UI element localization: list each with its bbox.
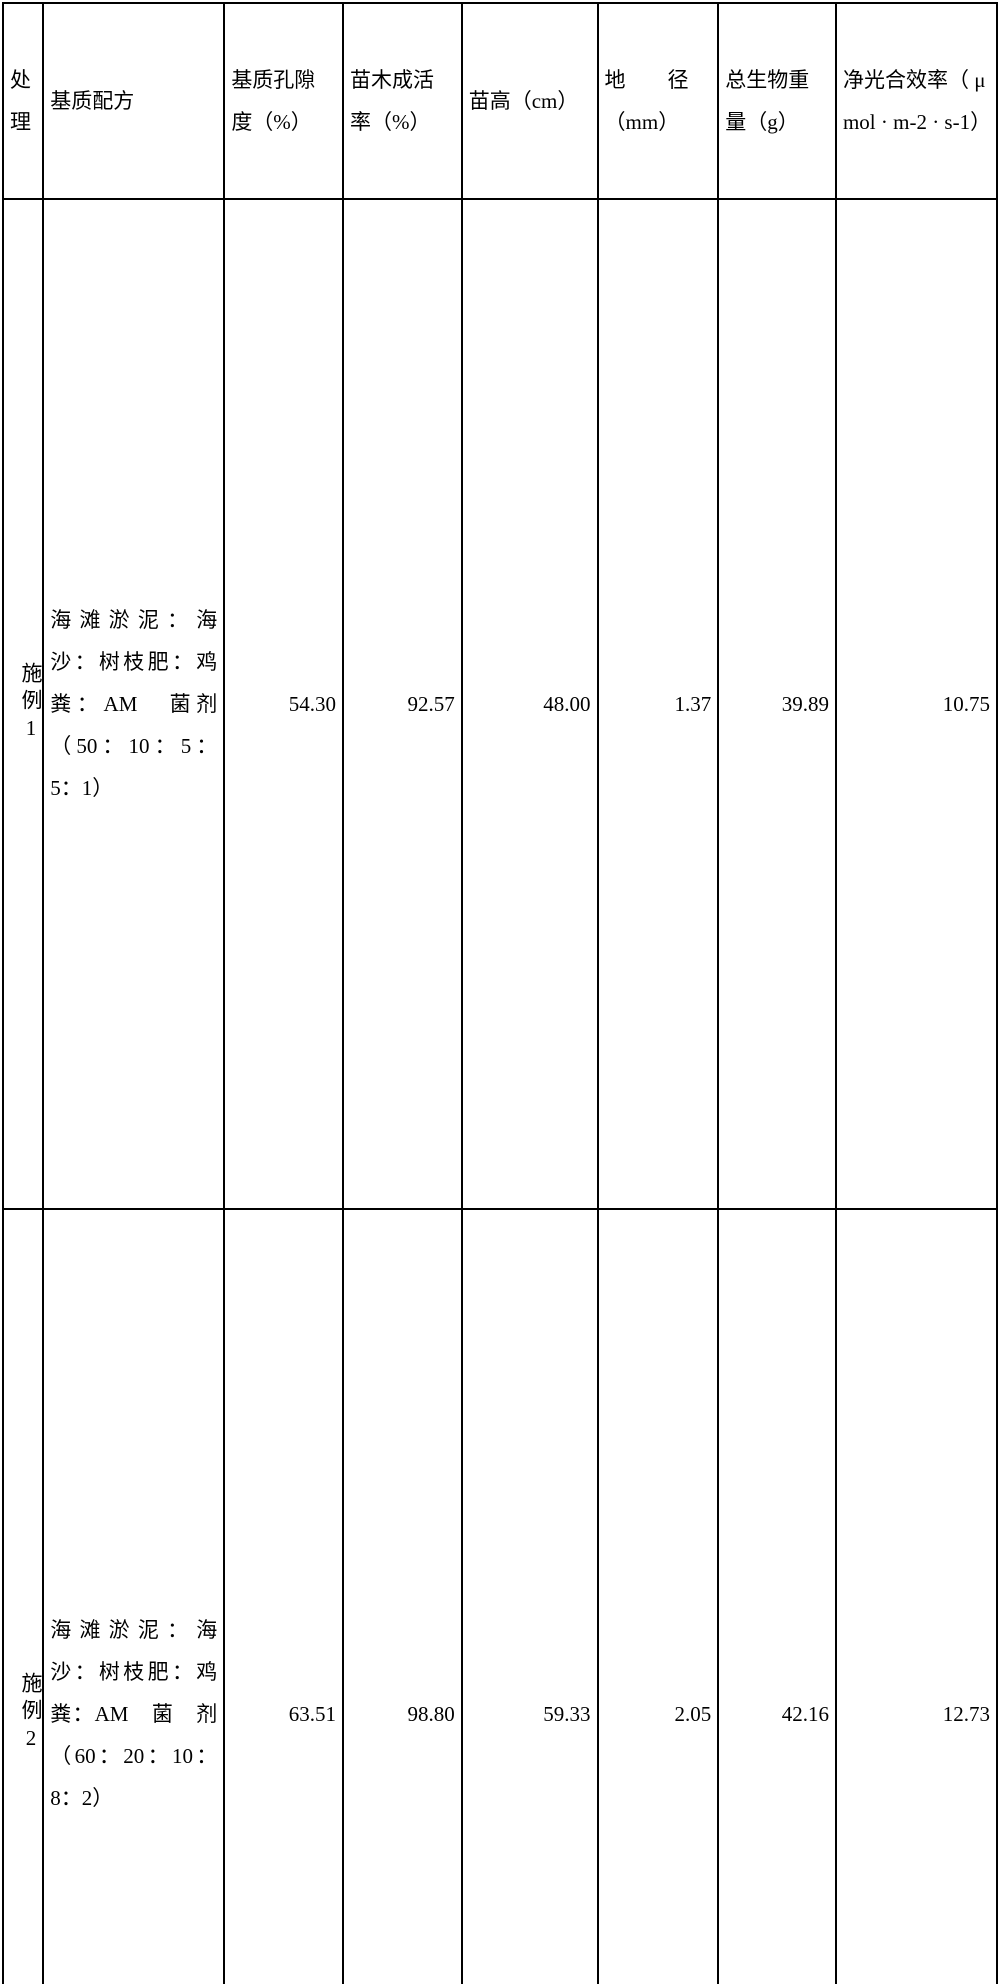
cell-formula: 海滩淤泥：海沙：树枝肥：鸡粪：AM 菌 剂（60：20：10：8：2） bbox=[43, 1209, 224, 1984]
col-header-treatment: 处理 bbox=[3, 3, 43, 199]
cell-photo: 10.75 bbox=[836, 199, 997, 1209]
cell-porosity: 54.30 bbox=[224, 199, 343, 1209]
cell-porosity: 63.51 bbox=[224, 1209, 343, 1984]
cell-diameter: 1.37 bbox=[598, 199, 719, 1209]
col-header-height: 苗高（cm） bbox=[462, 3, 598, 199]
table-row: 施例1 海滩淤泥：海沙：树枝肥：鸡粪：AM 菌剂（50：10：5：5：1） 54… bbox=[3, 199, 997, 1209]
cell-survival: 98.80 bbox=[343, 1209, 462, 1984]
col-header-survival: 苗木成活率（%） bbox=[343, 3, 462, 199]
cell-survival: 92.57 bbox=[343, 199, 462, 1209]
cell-treatment: 施例2 bbox=[3, 1209, 43, 1984]
cell-diameter: 2.05 bbox=[598, 1209, 719, 1984]
cell-biomass: 42.16 bbox=[718, 1209, 836, 1984]
cell-height: 48.00 bbox=[462, 199, 598, 1209]
col-header-photo: 净光合效率（ μ mol · m-2 · s-1） bbox=[836, 3, 997, 199]
col-header-biomass: 总生物重量（g） bbox=[718, 3, 836, 199]
cell-biomass: 39.89 bbox=[718, 199, 836, 1209]
data-table: 处理 基质配方 基质孔隙度（%） 苗木成活率（%） 苗高（cm） 地 径（mm）… bbox=[2, 2, 998, 1984]
cell-formula: 海滩淤泥：海沙：树枝肥：鸡粪：AM 菌剂（50：10：5：5：1） bbox=[43, 199, 224, 1209]
cell-height: 59.33 bbox=[462, 1209, 598, 1984]
col-header-diameter: 地 径（mm） bbox=[598, 3, 719, 199]
cell-photo: 12.73 bbox=[836, 1209, 997, 1984]
table-row: 施例2 海滩淤泥：海沙：树枝肥：鸡粪：AM 菌 剂（60：20：10：8：2） … bbox=[3, 1209, 997, 1984]
cell-treatment: 施例1 bbox=[3, 199, 43, 1209]
col-header-porosity: 基质孔隙度（%） bbox=[224, 3, 343, 199]
header-row: 处理 基质配方 基质孔隙度（%） 苗木成活率（%） 苗高（cm） 地 径（mm）… bbox=[3, 3, 997, 199]
col-header-formula: 基质配方 bbox=[43, 3, 224, 199]
